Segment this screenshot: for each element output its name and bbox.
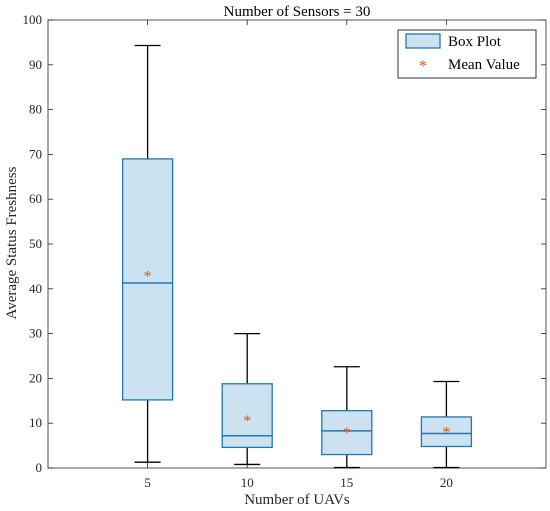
- legend-label-box-plot: Box Plot: [448, 34, 502, 50]
- box-5-mean-marker: *: [144, 268, 152, 285]
- y-tick-label: 40: [29, 281, 42, 296]
- x-tick-label: 5: [144, 475, 151, 490]
- box-20-mean-marker: *: [442, 424, 450, 441]
- box-20-iqr-box: [420, 416, 473, 448]
- box-10-iqr-box: [221, 383, 273, 449]
- x-tick-label: 20: [440, 475, 453, 490]
- y-axis-title: Average Status Freshness: [4, 166, 20, 319]
- chart-title: Number of Sensors = 30: [224, 4, 371, 20]
- box-15-mean-marker: *: [343, 425, 351, 442]
- y-tick-label: 10: [29, 415, 42, 430]
- box-15-iqr-box: [321, 410, 373, 456]
- y-tick-label: 100: [23, 12, 43, 27]
- box-5-iqr-box: [121, 158, 174, 401]
- legend-label-mean-value: Mean Value: [448, 57, 520, 73]
- y-tick-label: 70: [29, 146, 42, 161]
- legend-box-swatch: [405, 33, 441, 49]
- x-axis-title: Number of UAVs: [244, 492, 350, 508]
- box-10-mean-marker: *: [243, 413, 251, 430]
- legend: Box Plot * Mean Value: [397, 29, 537, 79]
- y-tick-label: 50: [29, 236, 42, 251]
- x-tick-label: 15: [340, 475, 353, 490]
- y-tick-label: 20: [29, 370, 42, 385]
- x-tick-label: 10: [241, 475, 254, 490]
- y-tick-label: 90: [29, 57, 42, 72]
- y-tick-label: 0: [36, 460, 43, 475]
- y-tick-label: 60: [29, 191, 42, 206]
- legend-mean-marker: *: [419, 58, 427, 75]
- plot-layer: 0 10 20 30 40 50 60 70 80 90 100 5 10 15 20 * * * *: [23, 12, 547, 490]
- y-tick-label: 30: [29, 326, 42, 341]
- y-tick-label: 80: [29, 102, 42, 117]
